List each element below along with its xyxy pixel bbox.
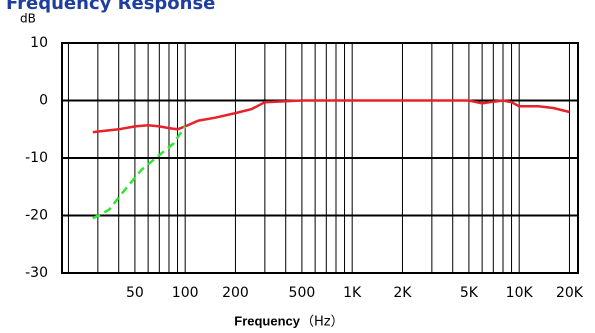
- y-tick-label: -10: [25, 150, 48, 166]
- x-tick-label: 1K: [343, 285, 362, 301]
- y-tick-label: -20: [25, 208, 48, 224]
- y-tick-label: 10: [30, 35, 48, 51]
- x-tick-label: 5K: [460, 285, 479, 301]
- x-tick-label: 100: [172, 285, 199, 301]
- chart-title: Frequency Response: [6, 0, 215, 14]
- y-tick-label: 0: [39, 93, 48, 109]
- series-line: [92, 125, 187, 220]
- x-tick-label: 20K: [556, 285, 584, 301]
- x-tick-label: 2K: [393, 285, 412, 301]
- x-tick-label: 50: [126, 285, 144, 301]
- x-tick-label: 10K: [506, 285, 534, 301]
- series-line: [92, 99, 570, 134]
- x-axis-label: Frequency: [234, 313, 301, 328]
- x-axis-unit: （Hz）: [301, 315, 344, 330]
- plot-border: [61, 42, 579, 274]
- x-tick-label: 200: [222, 285, 249, 301]
- y-tick-label: -30: [25, 265, 48, 281]
- x-tick-label: 500: [289, 285, 316, 301]
- y-axis-label: dB: [20, 12, 36, 26]
